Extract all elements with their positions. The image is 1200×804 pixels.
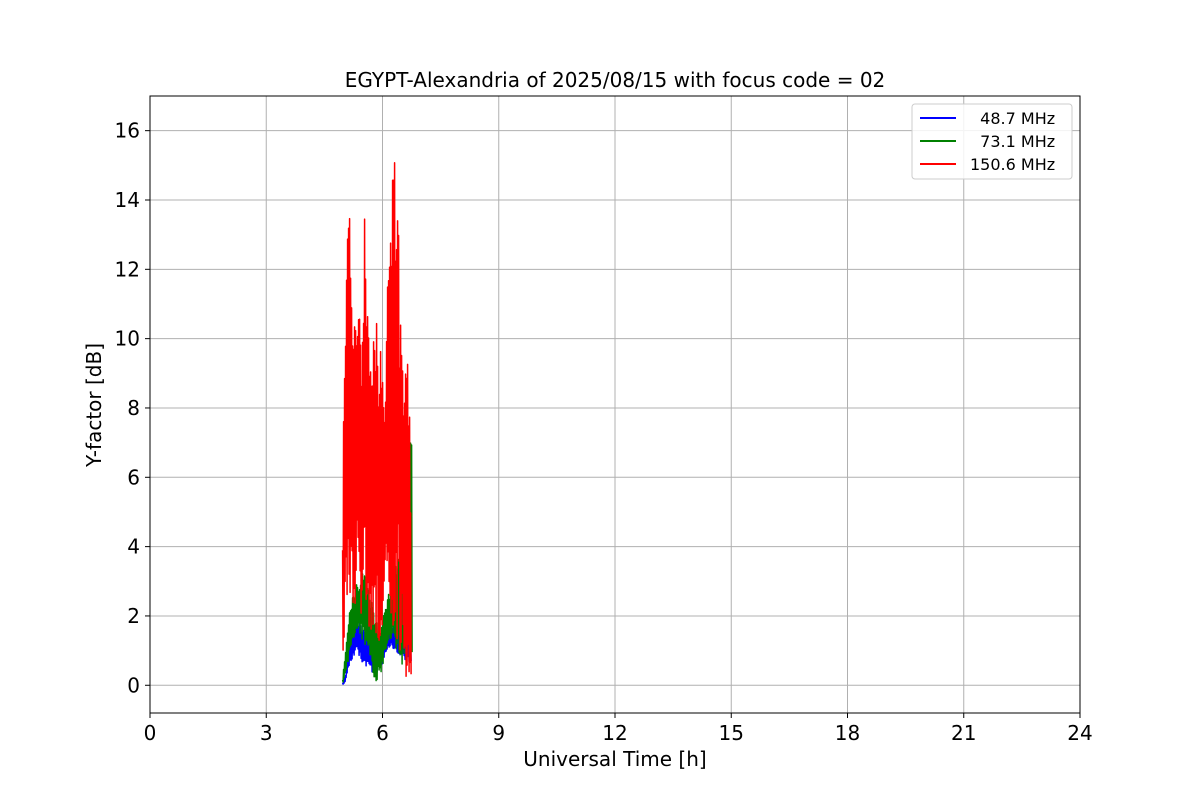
y-tick-label: 2 — [127, 604, 140, 628]
grid — [149, 96, 1081, 713]
y-tick-label: 8 — [127, 396, 140, 420]
y-tick-label: 14 — [115, 188, 140, 212]
x-tick-label: 3 — [260, 721, 273, 745]
x-tick-label: 24 — [1067, 721, 1092, 745]
x-tick-label: 15 — [719, 721, 744, 745]
y-axis-label: Y-factor [dB] — [82, 343, 106, 468]
x-tick-label: 12 — [602, 721, 627, 745]
y-tick-label: 12 — [115, 257, 140, 281]
legend-label-2: 73.1 MHz — [970, 132, 1055, 151]
legend-box — [911, 103, 1073, 180]
y-tick-label: 10 — [115, 327, 140, 351]
x-tick-label: 9 — [492, 721, 505, 745]
x-tick-label: 21 — [951, 721, 976, 745]
x-tick-label: 6 — [376, 721, 389, 745]
series-layer — [341, 161, 413, 685]
series-line-3 — [341, 161, 412, 678]
y-tick-label: 4 — [127, 535, 140, 559]
legend: 48.7 MHz 73.1 MHz 150.6 MHz — [911, 103, 1073, 180]
chart-title: EGYPT-Alexandria of 2025/08/15 with focu… — [345, 68, 886, 92]
legend-label-3: 150.6 MHz — [970, 155, 1055, 174]
y-tick-label: 6 — [127, 465, 140, 489]
x-tick-label: 18 — [835, 721, 860, 745]
y-tick-label: 16 — [115, 119, 140, 143]
y-tick-label: 0 — [127, 673, 140, 697]
x-tick-label: 0 — [144, 721, 157, 745]
legend-label-1: 48.7 MHz — [970, 109, 1055, 128]
x-axis-label: Universal Time [h] — [523, 747, 706, 771]
